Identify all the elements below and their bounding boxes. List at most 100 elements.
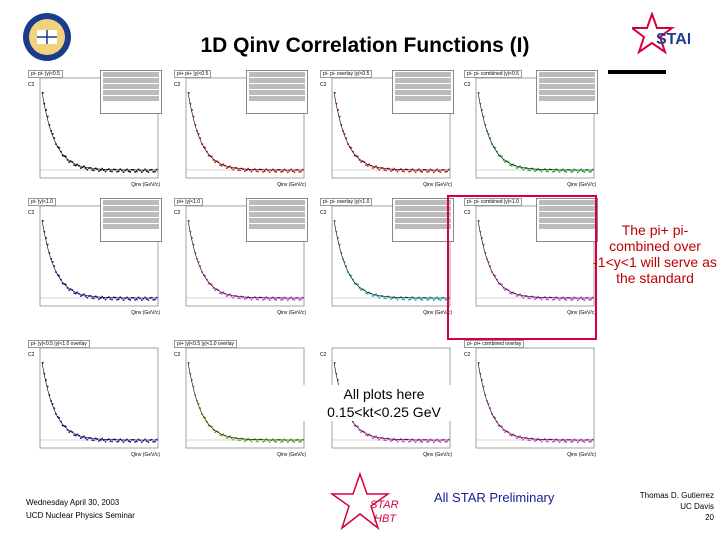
data-point [525,295,528,297]
fit-curve [333,361,450,441]
data-point [189,102,192,105]
data-point [376,295,379,298]
data-point [116,441,118,443]
data-point [494,147,497,149]
data-point [216,430,218,432]
data-point [434,439,437,442]
data-point [216,160,218,162]
data-point [393,295,395,298]
data-point [270,169,273,172]
data-point [194,394,197,396]
data-point [293,299,296,301]
plot-frame [185,205,305,307]
data-point [129,299,131,301]
data-point [139,297,141,300]
data-point [429,168,432,171]
data-point [504,431,506,433]
data-point [534,170,536,172]
data-point [101,295,103,298]
data-point [58,417,61,419]
data-point [350,275,353,277]
data-point [137,296,140,299]
data-point [575,169,577,172]
data-point [301,438,304,441]
x-axis-label: Qinv (GeV/c) [131,182,160,188]
data-point [335,230,338,233]
data-point [527,169,530,171]
data-point [144,296,146,299]
data-point [560,297,563,300]
data-point [212,159,215,161]
data-point [413,169,415,172]
data-point [411,296,414,298]
data-point [376,167,379,170]
data-point [79,167,82,169]
data-point [506,430,508,432]
data-point [154,298,156,301]
fit-curve [41,91,158,171]
data-point [282,440,284,443]
data-point [517,166,520,169]
data-point [391,169,394,171]
data-point [154,170,156,173]
data-point [565,441,567,443]
stats-line [395,206,451,211]
data-point [502,429,505,431]
data-point [544,168,546,170]
data-point [147,171,150,173]
data-point [288,169,291,172]
x-axis-label: Qinv (GeV/c) [277,452,306,458]
data-point [263,298,266,300]
data-point [340,252,343,254]
data-point [142,439,145,442]
data-point [117,298,120,300]
data-point [539,169,541,171]
data-point [249,169,251,171]
data-point [245,169,248,171]
data-point [79,295,82,297]
data-point [71,431,74,433]
data-point [529,169,531,172]
data-point [237,169,240,171]
data-point [254,168,256,170]
data-point [414,171,417,173]
data-point [194,124,197,126]
data-point [129,171,131,173]
data-point [136,298,138,301]
fit-curve [477,219,594,299]
data-point [244,298,246,300]
data-point [141,299,143,301]
data-point [293,441,296,443]
data-point [570,171,572,173]
data-point [426,441,428,443]
stats-line [249,200,305,205]
data-point [525,437,528,439]
data-point [479,230,482,233]
data-point [386,437,389,440]
data-point [76,433,79,436]
data-point [444,299,447,301]
data-point [519,293,521,296]
data-point [142,297,145,300]
data-point [437,440,440,442]
data-point [368,433,371,436]
plot-panel: pi- pi- combined |y|<0.5 C2 Qinv (GeV/c) [462,70,598,190]
data-point [431,439,433,442]
fit-curve [477,91,594,171]
data-point [334,220,336,222]
stats-line [249,78,305,83]
data-point [353,282,356,285]
data-point [270,439,273,442]
data-point [577,171,579,173]
data-point [255,440,258,442]
stats-line [103,200,159,205]
data-point [418,296,420,299]
data-point [590,440,592,443]
data-point [58,147,61,149]
data-point [291,298,294,300]
plot-title: pi+ |y|<1.0 [174,198,204,206]
data-point [217,431,220,433]
plot-title: pi- pi- combined |y|<1.0 [464,198,522,206]
footer-date: Wednesday April 30, 2003 [26,498,120,507]
data-point [573,438,576,441]
